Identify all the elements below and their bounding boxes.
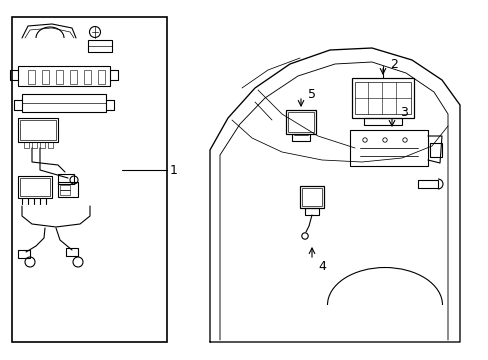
Bar xyxy=(58,182,78,197)
Bar xyxy=(88,40,112,52)
Bar xyxy=(48,142,53,148)
Text: 2: 2 xyxy=(389,58,397,71)
Bar xyxy=(291,134,309,141)
Text: 4: 4 xyxy=(317,260,325,273)
Bar xyxy=(349,130,427,166)
Bar xyxy=(32,142,37,148)
Bar xyxy=(84,70,91,84)
Bar xyxy=(56,70,63,84)
Bar xyxy=(60,185,70,190)
Bar xyxy=(70,70,77,84)
Bar xyxy=(66,248,78,256)
Bar xyxy=(351,78,413,118)
Bar xyxy=(60,190,70,195)
Bar xyxy=(20,120,56,140)
Bar xyxy=(18,250,30,258)
Bar xyxy=(24,142,29,148)
Text: 1: 1 xyxy=(170,163,178,176)
Bar xyxy=(12,17,167,342)
Bar xyxy=(18,176,52,198)
Bar xyxy=(18,66,110,86)
Text: 5: 5 xyxy=(307,87,315,100)
Bar xyxy=(354,82,410,114)
Bar xyxy=(20,178,50,196)
Bar xyxy=(305,208,318,215)
Bar xyxy=(98,70,105,84)
Bar xyxy=(22,94,106,112)
Bar xyxy=(287,112,313,132)
Bar xyxy=(42,70,49,84)
Bar xyxy=(58,174,74,184)
Bar xyxy=(285,110,315,134)
Text: 3: 3 xyxy=(399,105,407,118)
Bar xyxy=(18,118,58,142)
Bar xyxy=(28,70,35,84)
Bar xyxy=(417,180,437,188)
Bar xyxy=(429,143,441,157)
Bar xyxy=(363,118,401,125)
Bar xyxy=(299,186,324,208)
Bar xyxy=(302,188,321,206)
Bar xyxy=(40,142,45,148)
